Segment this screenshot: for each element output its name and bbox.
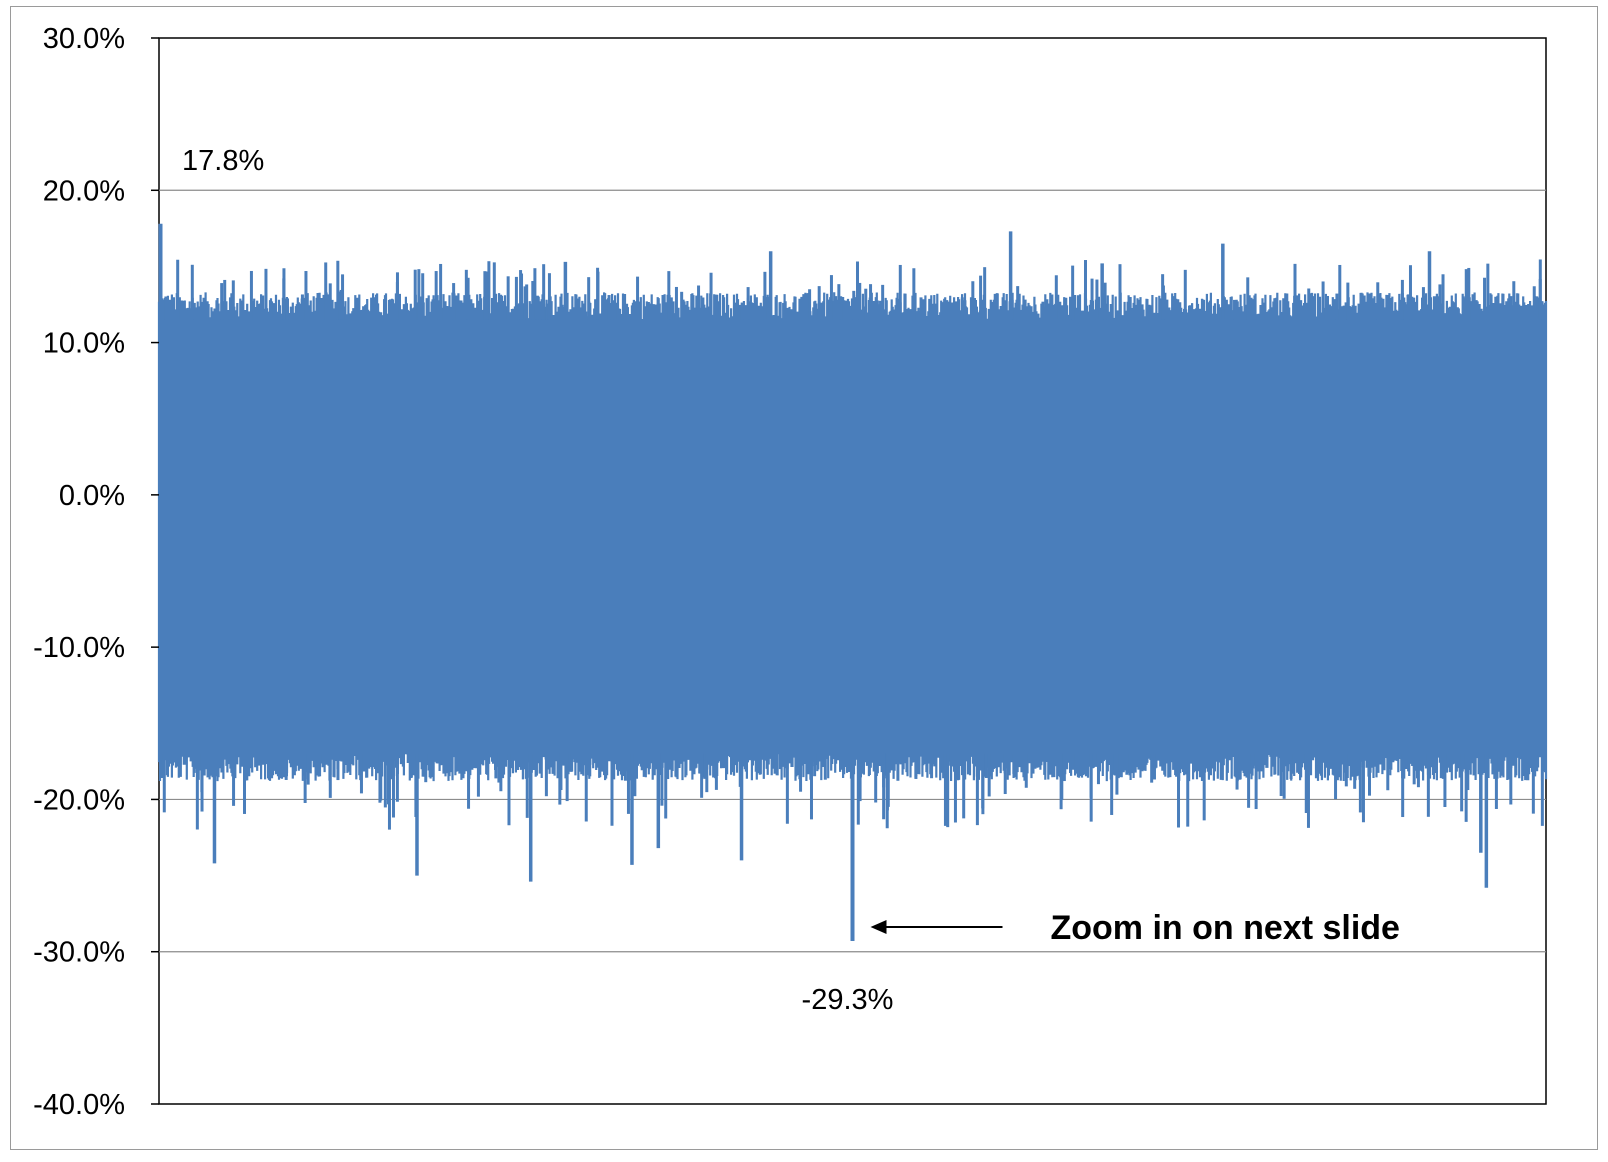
y-tick-label: -20.0%: [33, 784, 125, 816]
zoom-note-label: Zoom in on next slide: [1051, 909, 1400, 947]
max-value-label: 17.8%: [182, 145, 264, 177]
arrow-head-icon: [870, 920, 887, 935]
y-tick-label: 30.0%: [43, 23, 125, 55]
y-tick-label: 20.0%: [43, 175, 125, 207]
y-tick-label: -30.0%: [33, 937, 125, 969]
min-value-label: -29.3%: [802, 984, 894, 1016]
y-tick-label: -40.0%: [33, 1089, 125, 1121]
y-tick-label: 0.0%: [59, 480, 125, 512]
y-tick-label: 10.0%: [43, 328, 125, 360]
annotations: 17.8% -29.3% Zoom in on next slide: [182, 145, 1400, 1016]
y-axis: 30.0% 20.0% 10.0% 0.0% -10.0% -20.0% -30.0% -40…: [33, 23, 159, 1121]
y-tick-label: -10.0%: [33, 632, 125, 664]
series-returns: [157, 223, 1548, 942]
series-core: [160, 328, 1545, 745]
